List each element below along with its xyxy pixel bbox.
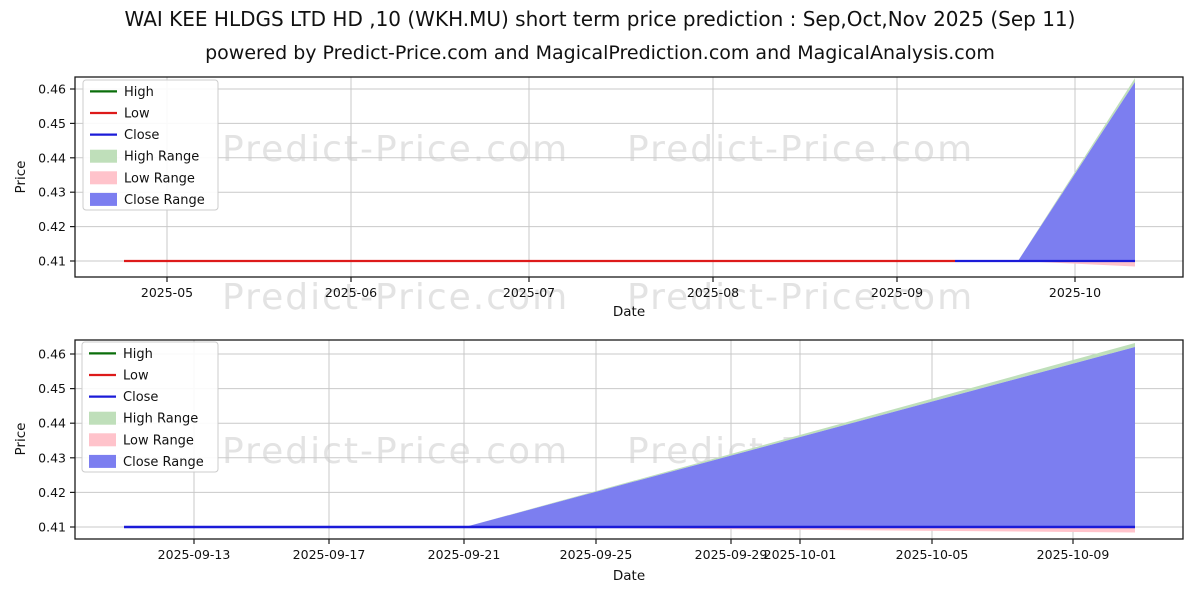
x-tick-label: 2025-09-25 xyxy=(560,547,633,562)
x-tick-label: 2025-08 xyxy=(687,285,739,300)
watermark: Predict-Price.com xyxy=(627,277,975,318)
bottom-xlabel: Date xyxy=(613,568,645,584)
y-tick-label: 0.41 xyxy=(38,254,66,269)
legend-high-range-swatch xyxy=(89,411,116,425)
x-tick-label: 2025-07 xyxy=(503,285,555,300)
top-gridlines xyxy=(75,77,1183,277)
bottom-panel: 0.41 0.42 0.43 0.44 0.45 0.46 Price 2025… xyxy=(13,339,1184,584)
x-tick-label: 2025-10-09 xyxy=(1037,547,1110,562)
y-tick-label: 0.45 xyxy=(38,381,66,396)
x-tick-label: 2025-09-13 xyxy=(158,547,231,562)
y-tick-label: 0.42 xyxy=(38,485,66,500)
x-tick-label: 2025-10 xyxy=(1049,285,1101,300)
x-tick-label: 2025-06 xyxy=(325,285,377,300)
x-tick-label: 2025-05 xyxy=(141,285,193,300)
x-tick-label: 2025-09-21 xyxy=(428,547,501,562)
legend-label: Low Range xyxy=(123,433,194,448)
top-ylabel: Price xyxy=(13,161,29,194)
y-tick-label: 0.42 xyxy=(38,219,66,234)
y-tick-label: 0.46 xyxy=(38,82,66,97)
watermark: Predict-Price.com xyxy=(222,277,570,318)
legend-label: Low Range xyxy=(124,171,195,186)
legend-label: Low xyxy=(123,369,149,384)
bottom-x-axis: 2025-09-13 2025-09-17 2025-09-21 2025-09… xyxy=(158,539,1110,584)
chart-title: WAI KEE HLDGS LTD HD ,10 (WKH.MU) short … xyxy=(124,7,1076,31)
top-x-axis: 2025-05 2025-06 2025-07 2025-08 2025-09 … xyxy=(141,277,1101,320)
top-close-range-area xyxy=(1018,82,1135,261)
top-y-axis: 0.41 0.42 0.43 0.44 0.45 0.46 Price xyxy=(13,82,75,269)
bottom-high-range-area xyxy=(465,343,1135,527)
legend-close-range-swatch xyxy=(89,454,116,468)
legend-low-range-swatch xyxy=(90,171,117,185)
bottom-close-range-area xyxy=(465,347,1135,527)
legend-low-range-swatch xyxy=(89,433,116,447)
legend-label: Low xyxy=(124,107,150,122)
y-tick-label: 0.43 xyxy=(38,450,66,465)
y-tick-label: 0.43 xyxy=(38,185,66,200)
legend-label: Close Range xyxy=(124,193,205,208)
top-high-range-area xyxy=(1018,78,1135,261)
watermark: Predict-Price.com xyxy=(222,129,570,170)
chart-subtitle: powered by Predict-Price.com and Magical… xyxy=(205,42,995,64)
bottom-y-axis: 0.41 0.42 0.43 0.44 0.45 0.46 Price xyxy=(13,347,75,535)
legend-label: High xyxy=(124,85,154,100)
bottom-low-range-area xyxy=(465,527,1135,533)
legend-label: High xyxy=(123,347,153,362)
legend-high-range-swatch xyxy=(90,149,117,163)
legend-label: Close Range xyxy=(123,455,204,470)
legend-label: High Range xyxy=(123,412,198,427)
x-tick-label: 2025-09-29 xyxy=(695,547,768,562)
legend-label: Close xyxy=(124,128,159,143)
x-tick-label: 2025-10-05 xyxy=(896,547,969,562)
bottom-plot-border xyxy=(74,339,1184,540)
legend-label: Close xyxy=(123,390,158,405)
watermark: Predict-Price.com xyxy=(627,129,975,170)
watermark: Predict-Price.com xyxy=(222,431,570,472)
top-legend: High Low Close High Range Low Range Clos… xyxy=(82,79,219,211)
top-xlabel: Date xyxy=(613,304,645,320)
top-low-range-area xyxy=(1018,261,1135,267)
x-tick-label: 2025-09-17 xyxy=(293,547,366,562)
top-panel: 0.41 0.42 0.43 0.44 0.45 0.46 Price 2025… xyxy=(13,76,1184,320)
legend-close-range-swatch xyxy=(90,192,117,206)
x-tick-label: 2025-10-01 xyxy=(764,547,837,562)
y-tick-label: 0.46 xyxy=(38,347,66,362)
y-tick-label: 0.44 xyxy=(38,150,66,165)
y-tick-label: 0.41 xyxy=(38,520,66,535)
y-tick-label: 0.45 xyxy=(38,116,66,131)
legend-label: High Range xyxy=(124,150,199,165)
top-plot-border xyxy=(74,76,1184,278)
x-tick-label: 2025-09 xyxy=(871,285,923,300)
bottom-ylabel: Price xyxy=(13,423,29,456)
y-tick-label: 0.44 xyxy=(38,416,66,431)
bottom-legend: High Low Close High Range Low Range Clos… xyxy=(81,341,219,473)
